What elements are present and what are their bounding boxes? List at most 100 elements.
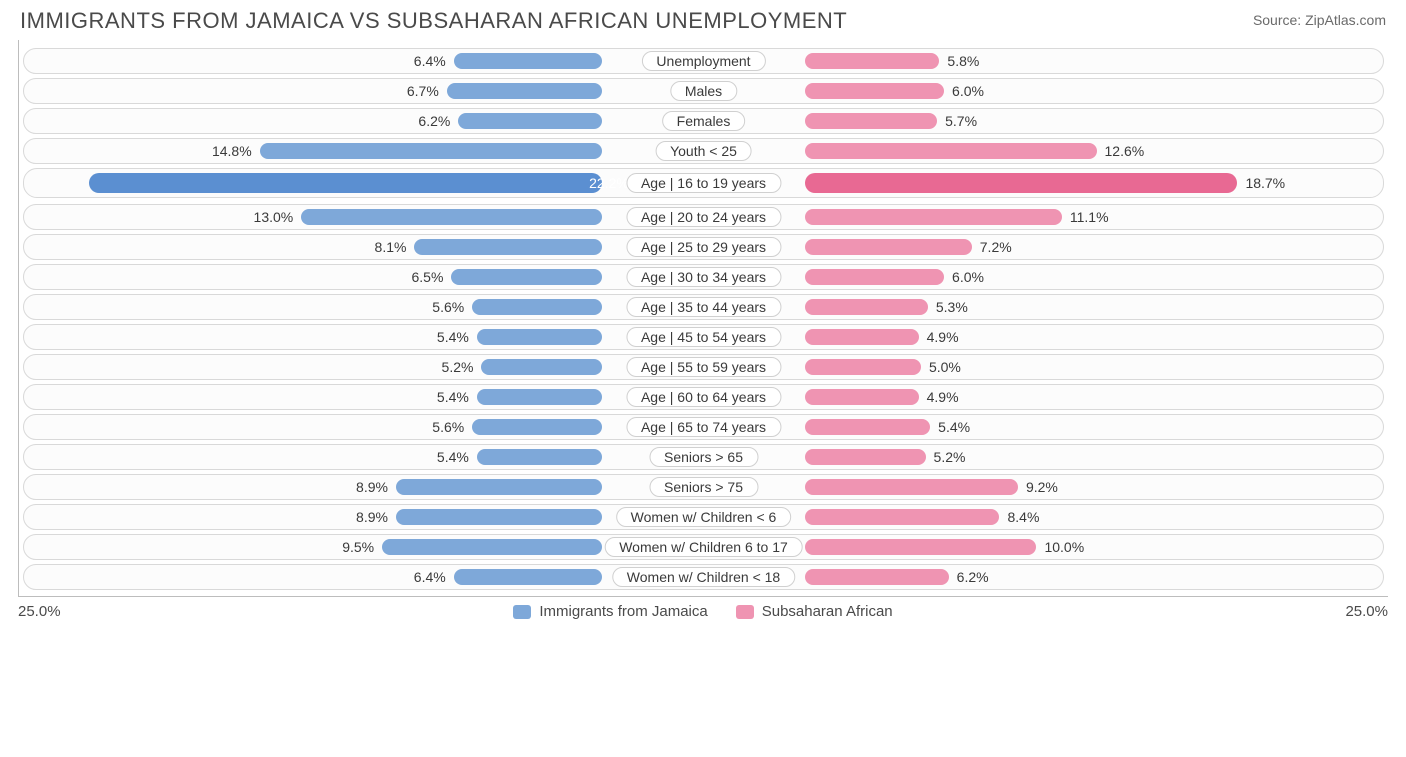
chart-row: 22.2%18.7%Age | 16 to 19 years [19, 166, 1388, 202]
value-left: 5.6% [432, 419, 472, 435]
bar-right [805, 143, 1096, 159]
chart-row: 5.6% 5.3% Age | 35 to 44 years [19, 292, 1388, 322]
row-track: 8.1%7.2%Age | 25 to 29 years [23, 234, 1384, 260]
value-right: 6.0% [944, 269, 984, 285]
legend-item-right: Subsaharan African [736, 603, 893, 620]
header: IMMIGRANTS FROM JAMAICA VS SUBSAHARAN AF… [18, 8, 1388, 40]
bar-left [301, 209, 601, 225]
chart-row: 5.4% 5.2% Seniors > 65 [19, 442, 1388, 472]
category-label: Age | 60 to 64 years [626, 387, 781, 407]
category-label: Women w/ Children < 6 [616, 507, 792, 527]
chart-row: 14.8%12.6%Youth < 25 [19, 136, 1388, 166]
category-label: Seniors > 75 [649, 477, 758, 497]
row-track: 6.2% 5.7% Females [23, 108, 1384, 134]
value-left: 5.2% [442, 359, 482, 375]
chart-row: 5.6%5.4%Age | 65 to 74 years [19, 412, 1388, 442]
chart-row: 5.2% 5.0% Age | 55 to 59 years [19, 352, 1388, 382]
row-track: 8.9%9.2%Seniors > 75 [23, 474, 1384, 500]
value-right: 5.2% [926, 449, 966, 465]
row-track: 6.7% 6.0% Males [23, 78, 1384, 104]
value-right: 6.2% [949, 569, 989, 585]
category-label: Seniors > 65 [649, 447, 758, 467]
value-right: 5.3% [928, 299, 968, 315]
row-track: 5.6% 5.3% Age | 35 to 44 years [23, 294, 1384, 320]
row-track: 5.4% 4.9% Age | 60 to 64 years [23, 384, 1384, 410]
row-track: 22.2%18.7%Age | 16 to 19 years [23, 168, 1384, 198]
chart-row: 6.4%6.2%Women w/ Children < 18 [19, 562, 1388, 592]
value-right: 4.9% [919, 329, 959, 345]
row-track: 6.4%5.8%Unemployment [23, 48, 1384, 74]
chart-row: 9.5%10.0%Women w/ Children 6 to 17 [19, 532, 1388, 562]
row-track: 8.9%8.4%Women w/ Children < 6 [23, 504, 1384, 530]
bar-left [477, 389, 602, 405]
category-label: Women w/ Children < 18 [612, 567, 795, 587]
value-right: 10.0% [1036, 539, 1084, 555]
category-label: Women w/ Children 6 to 17 [604, 537, 803, 557]
bar-right [805, 569, 948, 585]
row-track: 13.0%11.1%Age | 20 to 24 years [23, 204, 1384, 230]
legend-label-left: Immigrants from Jamaica [539, 603, 707, 620]
category-label: Age | 65 to 74 years [626, 417, 781, 437]
value-right: 5.7% [937, 113, 977, 129]
source-attribution: Source: ZipAtlas.com [1253, 8, 1386, 28]
axis-max-left: 25.0% [18, 603, 98, 620]
bar-right [805, 509, 999, 525]
value-left: 8.9% [356, 479, 396, 495]
bar-right [805, 209, 1061, 225]
category-label: Age | 16 to 19 years [626, 173, 781, 193]
source-prefix: Source: [1253, 12, 1305, 28]
bar-left [382, 539, 601, 555]
chart-row: 8.1%7.2%Age | 25 to 29 years [19, 232, 1388, 262]
value-left: 6.7% [407, 83, 447, 99]
bar-left [458, 113, 601, 129]
value-left: 13.0% [254, 209, 302, 225]
value-right: 6.0% [944, 83, 984, 99]
category-label: Age | 35 to 44 years [626, 297, 781, 317]
bar-left [472, 299, 601, 315]
category-label: Unemployment [641, 51, 765, 71]
bar-left [481, 359, 601, 375]
row-track: 6.4%6.2%Women w/ Children < 18 [23, 564, 1384, 590]
value-right: 18.7% [1237, 175, 1285, 191]
value-left: 5.4% [437, 449, 477, 465]
footer: 25.0% Immigrants from Jamaica Subsaharan… [18, 597, 1388, 620]
value-left: 8.1% [375, 239, 415, 255]
plot-area: 6.4%5.8%Unemployment 6.7% 6.0% Males 6.2% 5.7… [18, 40, 1388, 597]
bar-left [447, 83, 602, 99]
value-right: 7.2% [972, 239, 1012, 255]
category-label: Age | 55 to 59 years [626, 357, 781, 377]
bar-left [451, 269, 601, 285]
chart-row: 8.9%8.4%Women w/ Children < 6 [19, 502, 1388, 532]
bar-left [477, 449, 602, 465]
bar-right [805, 113, 937, 129]
row-track: 5.6%5.4%Age | 65 to 74 years [23, 414, 1384, 440]
axis-max-right: 25.0% [1308, 603, 1388, 620]
bar-left [454, 569, 602, 585]
row-track: 5.4%4.9%Age | 45 to 54 years [23, 324, 1384, 350]
row-track: 6.5%6.0%Age | 30 to 34 years [23, 264, 1384, 290]
chart-row: 13.0%11.1%Age | 20 to 24 years [19, 202, 1388, 232]
bar-left [414, 239, 601, 255]
row-track: 5.2% 5.0% Age | 55 to 59 years [23, 354, 1384, 380]
value-right: 5.0% [921, 359, 961, 375]
value-right: 4.9% [919, 389, 959, 405]
chart-row: 8.9%9.2%Seniors > 75 [19, 472, 1388, 502]
value-left: 14.8% [212, 143, 260, 159]
category-label: Females [662, 111, 746, 131]
legend-swatch-left [513, 605, 531, 619]
value-left: 5.4% [437, 389, 477, 405]
bar-right [805, 299, 927, 315]
bar-left [396, 479, 602, 495]
category-label: Age | 30 to 34 years [626, 267, 781, 287]
bar-right [805, 53, 939, 69]
bar-left [89, 173, 602, 193]
bar-left [396, 509, 602, 525]
legend: Immigrants from Jamaica Subsaharan Afric… [513, 603, 892, 620]
bar-right [805, 83, 944, 99]
value-left: 5.6% [432, 299, 472, 315]
row-track: 14.8%12.6%Youth < 25 [23, 138, 1384, 164]
category-label: Males [670, 81, 737, 101]
value-left: 6.2% [418, 113, 458, 129]
chart-row: 5.4% 4.9% Age | 60 to 64 years [19, 382, 1388, 412]
chart-row: 6.5%6.0%Age | 30 to 34 years [19, 262, 1388, 292]
